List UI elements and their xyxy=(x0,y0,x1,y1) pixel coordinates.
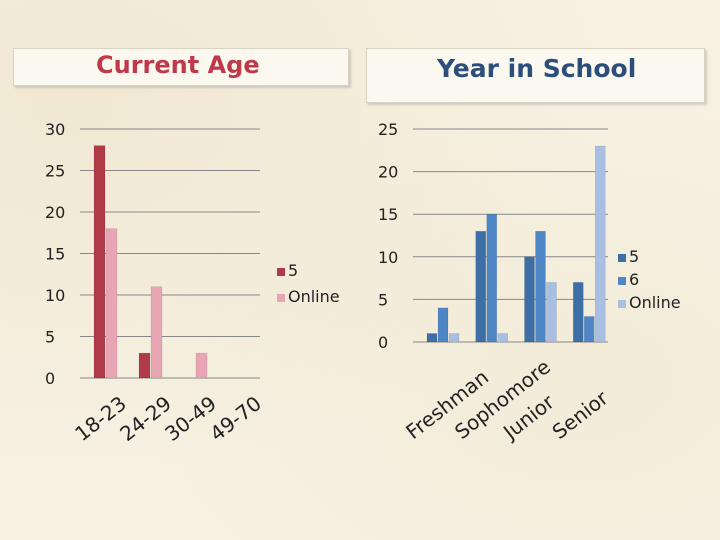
school-bar-1-3 xyxy=(584,316,595,343)
age-ytick-label-0: 0 xyxy=(45,369,55,388)
age-category-label-1: 24-29 xyxy=(115,391,176,446)
school-bar-2-3 xyxy=(595,145,606,343)
age-bar-1-1 xyxy=(150,286,163,379)
school-bar-0-1 xyxy=(475,230,486,343)
chart-title-year: Year in School xyxy=(437,54,637,83)
age-legend-label-0: 5 xyxy=(288,261,298,280)
age-ytick-label-30: 30 xyxy=(45,120,65,139)
school-bar-0-0 xyxy=(426,333,438,343)
chart-title-age: Current Age xyxy=(96,51,260,79)
age-legend-label-1: Online xyxy=(288,287,340,306)
school-bar-1-0 xyxy=(437,307,449,343)
chart-title-box-age: Current Age xyxy=(13,48,349,86)
age-legend-swatch-1 xyxy=(277,294,285,302)
age-bar-0-0 xyxy=(93,145,106,379)
age-ytick-label-20: 20 xyxy=(45,203,65,222)
school-bar-2-2 xyxy=(546,282,557,343)
school-legend-label-1: 6 xyxy=(629,270,639,289)
school-bar-0-2 xyxy=(524,256,535,343)
school-ytick-label-15: 15 xyxy=(378,205,398,224)
school-bar-2-1 xyxy=(497,333,508,343)
school-category-label-3: Senior xyxy=(548,385,614,444)
age-ytick-label-25: 25 xyxy=(45,162,65,181)
age-ytick-label-15: 15 xyxy=(45,245,65,264)
school-bar-0-3 xyxy=(573,282,584,343)
age-category-label-0: 18-23 xyxy=(70,391,131,446)
age-ytick-label-10: 10 xyxy=(45,286,65,305)
school-ytick-label-5: 5 xyxy=(378,290,388,309)
age-ytick-label-5: 5 xyxy=(45,328,55,347)
school-bar-2-0 xyxy=(448,333,460,343)
school-bar-1-1 xyxy=(486,213,497,343)
age-legend-swatch-0 xyxy=(277,268,285,276)
school-legend-swatch-2 xyxy=(618,300,626,308)
age-category-label-3: 49-70 xyxy=(205,391,266,446)
school-legend-label-0: 5 xyxy=(629,247,639,266)
age-bar-1-0 xyxy=(105,228,118,379)
chart-title-box-year: Year in School xyxy=(366,48,705,103)
school-bar-1-2 xyxy=(535,230,546,343)
age-bar-0-1 xyxy=(138,352,151,379)
school-ytick-label-20: 20 xyxy=(378,163,398,182)
school-ytick-label-10: 10 xyxy=(378,248,398,267)
school-legend-swatch-1 xyxy=(618,277,626,285)
age-bar-1-2 xyxy=(195,352,208,379)
school-ytick-label-0: 0 xyxy=(378,333,388,352)
school-legend-swatch-0 xyxy=(618,254,626,262)
school-legend-label-2: Online xyxy=(629,293,681,312)
school-ytick-label-25: 25 xyxy=(378,120,398,139)
age-category-label-2: 30-49 xyxy=(160,391,221,446)
